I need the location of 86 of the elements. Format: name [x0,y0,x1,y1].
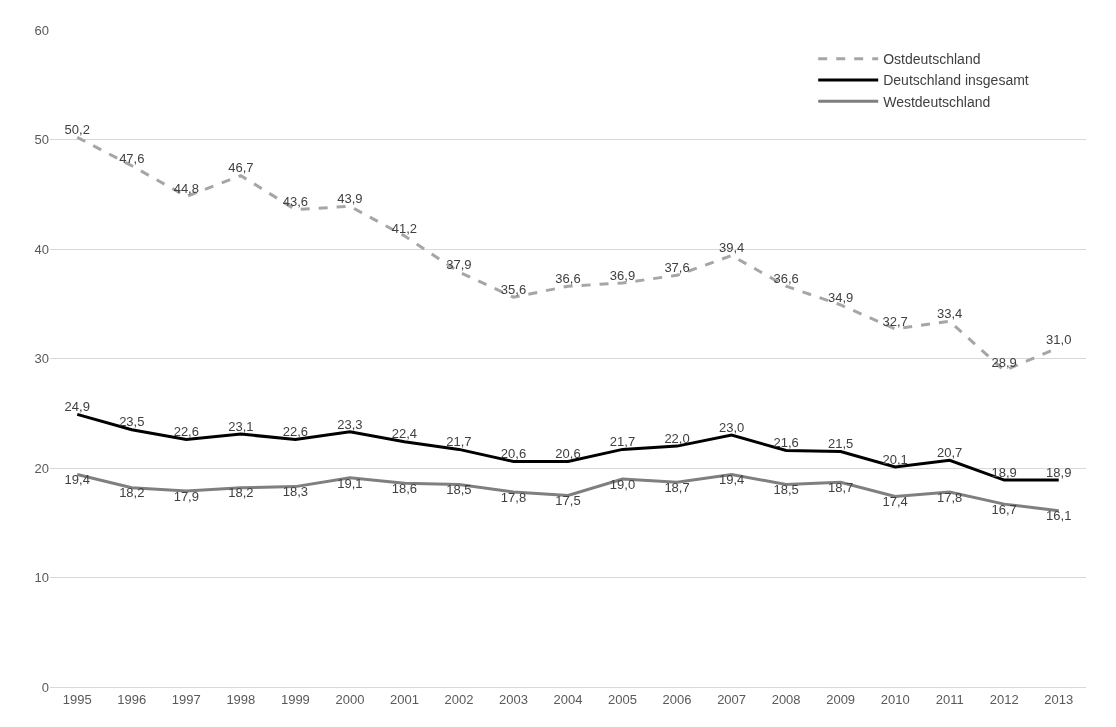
data-label: 17,8 [500,489,527,505]
x-tick-label: 1995 [62,691,92,707]
x-tick-label: 2008 [771,691,801,707]
x-tick-label: 2002 [444,691,474,707]
legend-label: Westdeutschland [883,93,991,110]
data-label: 18,9 [991,464,1017,480]
data-label: 31,0 [1046,332,1072,348]
data-label: 18,7 [664,479,690,495]
data-label: 17,9 [173,488,199,504]
data-label: 18,7 [827,479,854,495]
data-label: 33,4 [937,306,963,322]
data-label: 36,6 [555,270,581,286]
data-label: 23,5 [119,414,145,430]
y-tick-label: 30 [34,351,49,367]
data-label: 17,8 [937,489,963,505]
data-label: 37,9 [446,256,472,272]
x-tick-label: 2006 [662,691,692,707]
data-label: 50,2 [64,122,90,138]
data-label: 17,5 [555,493,581,509]
x-tick-label: 2009 [826,691,856,707]
data-label: 39,4 [718,240,745,256]
data-label: 23,0 [718,419,745,435]
data-label: 24,9 [64,399,90,415]
y-tick-label: 40 [34,241,49,257]
y-tick-label: 50 [34,132,49,148]
x-tick-label: 1999 [280,691,310,707]
data-label: 22,6 [282,424,309,440]
y-tick-label: 0 [41,679,49,695]
data-label: 18,3 [282,484,309,500]
x-tick-label: 2001 [389,691,419,707]
x-tick-label: 1998 [226,691,256,707]
data-label: 20,6 [500,446,527,462]
x-tick-label: 2012 [989,691,1019,707]
data-label: 16,1 [1046,508,1072,524]
data-label: 21,7 [446,434,472,450]
data-label: 21,7 [609,434,636,450]
data-label: 19,0 [609,476,636,492]
legend-label: Deutschland insgesamt [883,72,1029,89]
data-label: 34,9 [827,289,854,305]
x-tick-label: 2013 [1044,691,1074,707]
data-label: 23,3 [337,416,363,432]
data-label: 19,4 [64,472,90,488]
data-label: 36,9 [609,267,636,283]
data-label: 20,6 [555,446,581,462]
data-label: 22,6 [173,424,199,440]
data-label: 43,9 [337,191,363,207]
data-label: 19,1 [337,475,363,491]
data-label: 22,0 [664,430,690,446]
data-label: 18,2 [119,485,145,501]
data-label: 20,1 [882,451,908,467]
data-label: 35,6 [500,281,527,297]
data-label: 18,9 [1046,464,1072,480]
data-label: 46,7 [228,160,254,176]
data-label: 41,2 [391,220,418,236]
data-label: 47,6 [119,150,145,166]
legend-label: Ostdeutschland [883,51,981,68]
data-label: 37,6 [664,260,690,276]
data-label: 43,6 [282,194,309,210]
y-tick-label: 20 [34,460,49,476]
data-label: 18,5 [446,482,472,498]
data-label: 36,6 [773,270,799,286]
x-tick-label: 2011 [935,691,964,707]
x-tick-label: 2003 [499,691,528,707]
x-tick-label: 1997 [171,691,201,707]
data-label: 20,7 [937,445,963,461]
data-label: 44,8 [173,181,199,197]
data-label: 21,6 [773,435,799,451]
x-tick-label: 2004 [553,691,583,707]
x-tick-label: 2005 [608,691,637,707]
x-tick-label: 2007 [717,691,747,707]
data-label: 17,4 [882,494,908,510]
data-label: 22,4 [391,426,418,442]
y-tick-label: 10 [34,570,49,586]
data-label: 32,7 [882,313,908,329]
data-label: 18,2 [228,485,254,501]
data-label: 16,7 [991,501,1017,517]
data-label: 18,6 [391,481,418,497]
data-label: 19,4 [718,472,745,488]
data-label: 21,5 [827,436,854,452]
x-tick-label: 2010 [880,691,910,707]
data-label: 28,9 [991,355,1017,371]
data-label: 18,5 [773,482,799,498]
x-tick-label: 1996 [117,691,147,707]
data-label: 23,1 [228,418,254,434]
x-tick-label: 2000 [335,691,365,707]
y-tick-label: 60 [34,22,49,38]
